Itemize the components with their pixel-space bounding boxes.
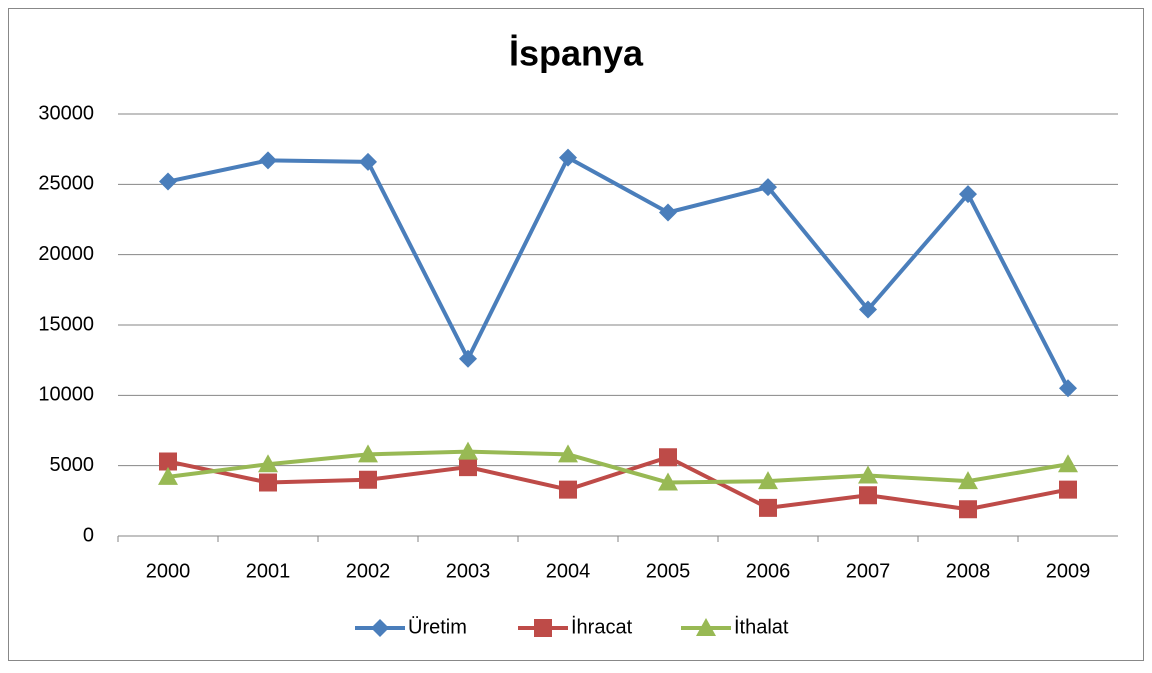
data-point (159, 452, 177, 471)
data-point (859, 486, 877, 505)
legend-label: İthalat (734, 615, 789, 638)
data-point (1058, 454, 1078, 473)
data-point (558, 444, 578, 463)
series-line (167, 154, 1070, 390)
x-tick-label: 2001 (246, 560, 291, 582)
x-tick-label: 2003 (446, 560, 491, 582)
data-point (859, 300, 877, 319)
data-point (358, 444, 378, 463)
x-tick-label: 2002 (346, 560, 391, 582)
legend-marker (371, 619, 389, 637)
data-point (659, 448, 677, 467)
x-tick-label: 2004 (546, 560, 591, 582)
data-point (858, 465, 878, 484)
y-tick-label: 0 (83, 524, 94, 546)
data-point (459, 458, 477, 477)
data-point (258, 454, 278, 473)
x-tick-label: 2007 (846, 560, 891, 582)
x-tick-label: 2008 (946, 560, 991, 582)
legend-label: Üretim (408, 616, 467, 638)
legend-label: İhracat (571, 615, 633, 638)
data-point (1059, 379, 1077, 398)
chart-title: İspanya (509, 33, 644, 74)
data-point (559, 480, 577, 499)
data-point (158, 466, 178, 485)
y-tick-label: 15000 (38, 313, 94, 335)
x-tick-label: 2005 (646, 560, 691, 582)
data-point (959, 500, 977, 519)
data-point (458, 441, 478, 460)
y-tick-label: 20000 (38, 243, 94, 265)
x-tick-label: 2009 (1046, 560, 1091, 582)
x-tick-label: 2000 (146, 560, 191, 582)
data-point (459, 349, 477, 368)
data-point (259, 151, 277, 170)
data-point (359, 152, 377, 171)
data-point (958, 471, 978, 490)
data-point (1059, 480, 1077, 499)
data-point (758, 471, 778, 490)
y-tick-label: 10000 (38, 384, 94, 406)
x-tick-label: 2006 (746, 560, 791, 582)
data-point (659, 203, 677, 222)
data-point (359, 470, 377, 489)
series-line (167, 449, 1069, 485)
y-tick-label: 25000 (38, 173, 94, 195)
data-point (259, 473, 277, 492)
data-point (759, 178, 777, 197)
data-point (759, 498, 777, 517)
data-point (159, 172, 177, 191)
legend-marker (534, 619, 552, 637)
legend-marker (696, 618, 716, 636)
chart-border (8, 8, 1144, 661)
data-point (658, 472, 678, 491)
data-point (959, 185, 977, 204)
data-point (559, 148, 577, 167)
y-tick-label: 30000 (38, 102, 94, 124)
series-line (167, 455, 1069, 512)
y-tick-label: 5000 (50, 454, 95, 476)
